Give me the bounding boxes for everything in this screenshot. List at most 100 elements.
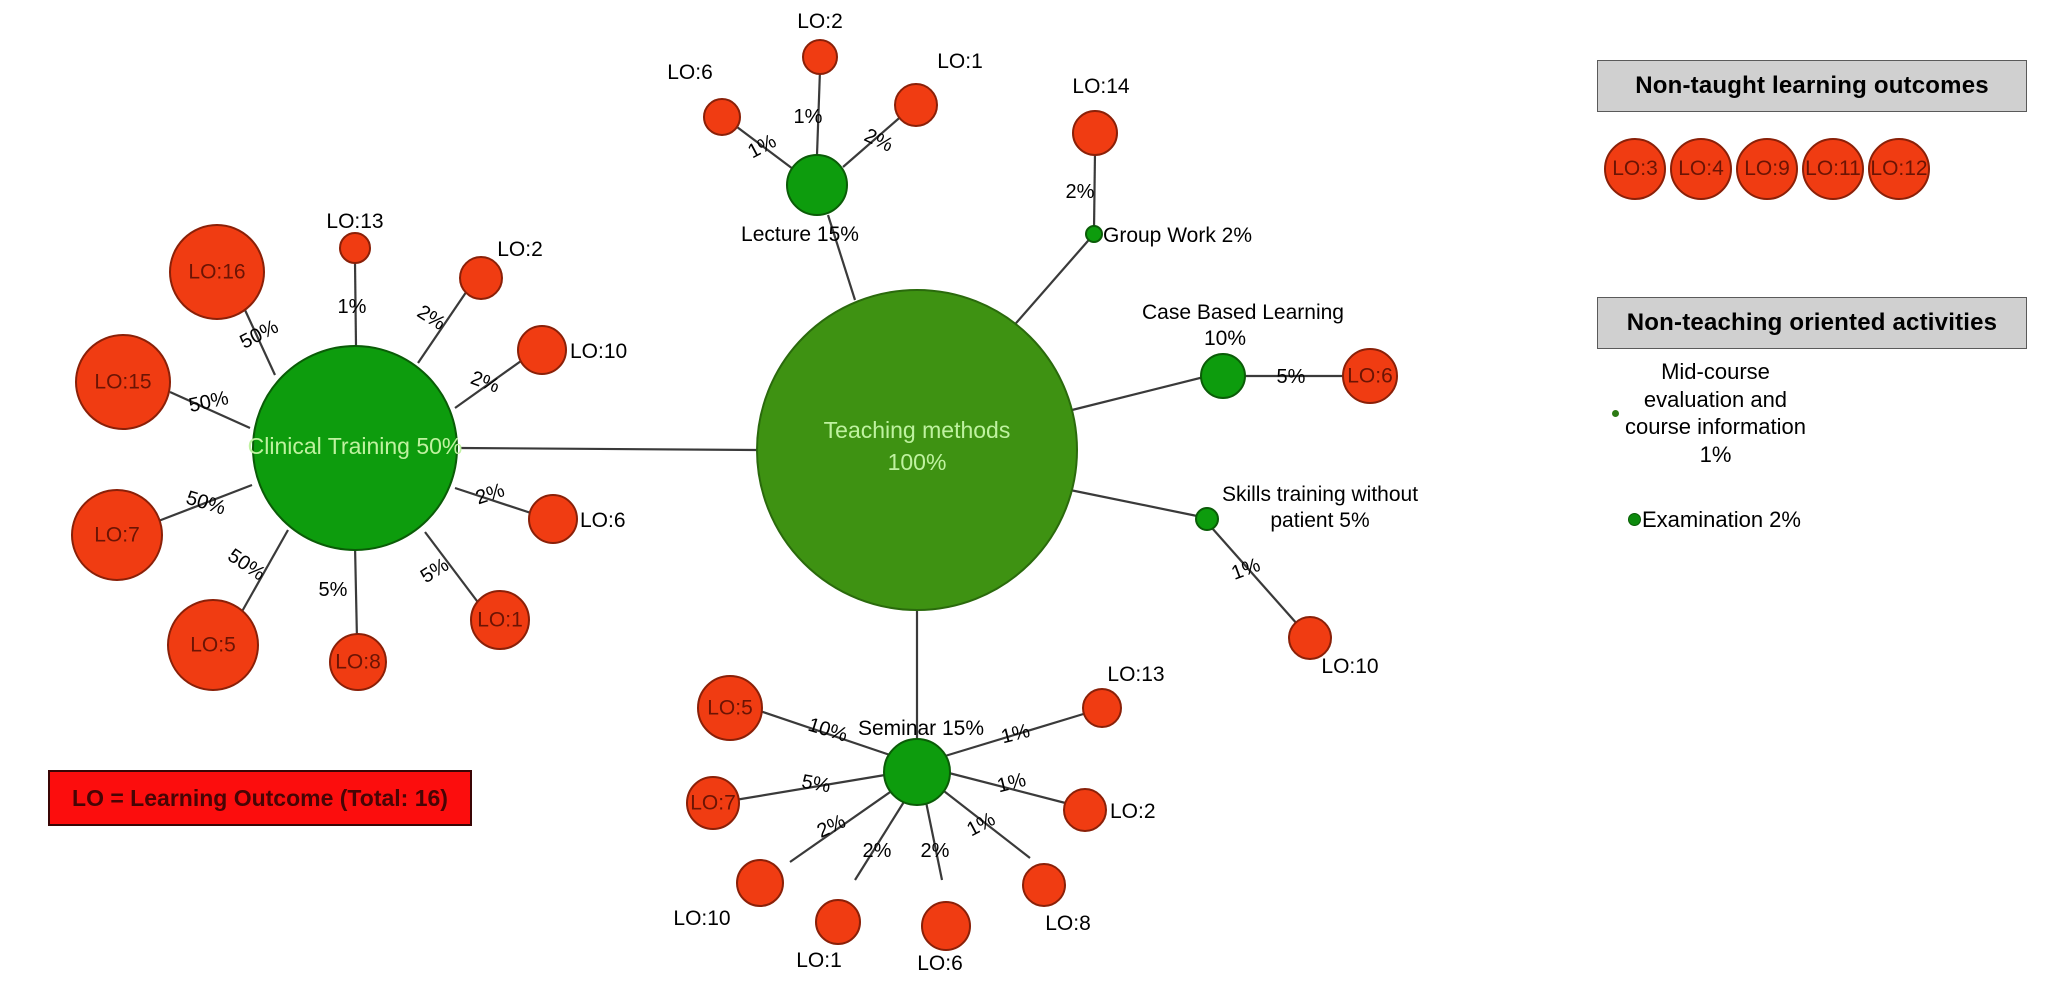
edge-label-clinical-lo2: 2%	[413, 301, 449, 335]
lo-node-seminar-lo5-label: LO:5	[707, 697, 753, 720]
lo-node-seminar-lo1-circle[interactable]	[815, 899, 861, 945]
lo-node-casebased-lo6-label: LO:6	[1347, 365, 1393, 388]
lo-node-seminar-lo10[interactable]: LO:10	[673, 859, 784, 930]
lo-node-seminar-lo5[interactable]: LO:5	[697, 675, 763, 741]
non-taught-lo-chip[interactable]: LO:9	[1736, 138, 1798, 200]
lo-node-clinical-lo15[interactable]: LO:15	[75, 334, 171, 430]
node-case-based-learning-label-line2: 10%	[1204, 327, 1246, 350]
non-taught-lo-chip[interactable]: LO:3	[1604, 138, 1666, 200]
lo-node-lecture-lo6[interactable]: LO:6	[667, 61, 741, 136]
lo-node-clinical-lo1[interactable]: LO:1	[470, 590, 530, 650]
edge-center-lecture	[826, 214, 857, 301]
lo-node-clinical-lo8[interactable]: LO:8	[329, 633, 387, 691]
non-taught-lo-chip[interactable]: LO:11	[1802, 138, 1864, 200]
node-lecture[interactable]: Lecture 15%	[741, 154, 859, 246]
non-taught-lo-chip[interactable]: LO:12	[1868, 138, 1930, 200]
node-teaching-methods-circle[interactable]	[756, 289, 1078, 611]
edge-lecture-lo2	[815, 69, 822, 156]
lo-node-lecture-lo1-circle[interactable]	[894, 83, 938, 127]
edge-label-seminar-lo5: 10%	[805, 714, 850, 747]
lo-node-lecture-lo6-circle[interactable]	[703, 98, 741, 136]
lo-node-seminar-lo13-circle[interactable]	[1082, 688, 1122, 728]
lo-node-lecture-lo2[interactable]: LO:2	[797, 10, 843, 75]
node-group-work-circle[interactable]	[1085, 225, 1103, 243]
edge-label-clinical-lo1: 5%	[417, 554, 453, 588]
edge-center-skills	[1069, 488, 1203, 519]
node-teaching-methods[interactable]: Teaching methods 100%	[756, 289, 1078, 611]
edge-seminar-lo1	[854, 796, 908, 881]
lo-node-seminar-lo2[interactable]: LO:2	[1063, 788, 1156, 832]
node-seminar-circle[interactable]	[883, 738, 951, 806]
lo-node-clinical-lo2[interactable]: LO:2	[459, 238, 543, 300]
lo-node-clinical-lo10-circle[interactable]	[517, 325, 567, 375]
lo-node-groupwork-lo14-circle[interactable]	[1072, 110, 1118, 156]
node-case-based-learning[interactable]: Case Based Learning 10%	[1142, 301, 1344, 399]
lo-node-clinical-lo15-circle[interactable]	[75, 334, 171, 430]
lo-node-seminar-lo8-label: LO:8	[1045, 912, 1091, 935]
lo-node-seminar-lo10-circle[interactable]	[736, 859, 784, 907]
node-group-work[interactable]: Group Work 2%	[1085, 224, 1252, 247]
lo-node-clinical-lo8-circle[interactable]	[329, 633, 387, 691]
activity-examination[interactable]: Examination 2%	[1628, 506, 1801, 534]
lo-node-seminar-lo5-circle[interactable]	[697, 675, 763, 741]
edge-clinical-lo15	[169, 390, 251, 430]
lo-node-clinical-lo16-circle[interactable]	[169, 224, 265, 320]
edge-label-clinical-lo7: 50%	[183, 487, 228, 520]
lo-node-clinical-lo16[interactable]: LO:16	[169, 224, 265, 320]
lo-node-seminar-lo8[interactable]: LO:8	[1022, 863, 1091, 935]
node-case-based-learning-circle[interactable]	[1200, 353, 1246, 399]
lo-node-clinical-lo1-circle[interactable]	[470, 590, 530, 650]
lo-node-clinical-lo6-circle[interactable]	[528, 494, 578, 544]
lo-node-clinical-lo2-circle[interactable]	[459, 256, 503, 300]
edge-clinical-lo8	[353, 544, 359, 641]
edge-clinical-lo10	[454, 355, 529, 409]
lo-node-clinical-lo5[interactable]: LO:5	[167, 599, 259, 691]
node-skills-training-circle[interactable]	[1195, 507, 1219, 531]
node-clinical-training-circle[interactable]	[252, 345, 458, 551]
lo-node-clinical-lo13-circle[interactable]	[339, 232, 371, 264]
lo-node-clinical-lo10[interactable]: LO:10	[517, 325, 627, 375]
non-taught-lo-list: LO:3 LO:4 LO:9 LO:11 LO:12	[1604, 138, 2024, 200]
lo-node-skills-lo10[interactable]: LO:10	[1288, 616, 1379, 678]
lo-node-seminar-lo2-circle[interactable]	[1063, 788, 1107, 832]
activity-mid-course-evaluation-label: Mid-course evaluation and course informa…	[1625, 358, 1806, 468]
lo-node-skills-lo10-circle[interactable]	[1288, 616, 1332, 660]
edge-center-casebased	[1071, 374, 1209, 412]
edge-lecture-lo1	[842, 112, 906, 168]
lo-node-casebased-lo6-circle[interactable]	[1342, 348, 1398, 404]
lo-node-seminar-lo7-circle[interactable]	[686, 776, 740, 830]
activity-mid-course-evaluation[interactable]: Mid-course evaluation and course informa…	[1612, 358, 1806, 468]
non-taught-lo-chip[interactable]: LO:4	[1670, 138, 1732, 200]
non-teaching-activities-list: Mid-course evaluation and course informa…	[1600, 358, 2030, 548]
node-lecture-label: Lecture 15%	[741, 223, 859, 246]
lo-node-seminar-lo6-circle[interactable]	[921, 901, 971, 951]
lo-node-seminar-lo8-circle[interactable]	[1022, 863, 1066, 907]
lo-node-clinical-lo5-circle[interactable]	[167, 599, 259, 691]
lo-node-clinical-lo6[interactable]: LO:6	[528, 494, 626, 544]
edge-label-clinical-lo15: 50%	[187, 387, 231, 417]
lo-node-seminar-lo6[interactable]: LO:6	[917, 901, 971, 975]
edge-label-seminar-lo13: 1%	[999, 720, 1033, 748]
node-clinical-training[interactable]: Clinical Training 50%	[248, 345, 463, 551]
lo-node-clinical-lo7-circle[interactable]	[71, 489, 163, 581]
lo-node-seminar-lo7[interactable]: LO:7	[686, 776, 740, 830]
lo-node-lecture-lo1[interactable]: LO:1	[894, 50, 983, 127]
lo-node-clinical-lo13[interactable]: LO:13	[326, 210, 384, 264]
lo-node-lecture-lo2-label: LO:2	[797, 10, 843, 33]
lo-node-clinical-lo7[interactable]: LO:7	[71, 489, 163, 581]
lo-node-seminar-lo1[interactable]: LO:1	[796, 899, 861, 972]
activity-line2: evaluation and	[1643, 386, 1788, 412]
edge-label-clinical-lo10: 2%	[468, 367, 503, 398]
node-seminar[interactable]: Seminar 15%	[858, 717, 984, 806]
activity-line1: Mid-course	[1661, 359, 1770, 384]
lo-node-casebased-lo6[interactable]: LO:6	[1342, 348, 1398, 404]
lo-node-clinical-lo16-label: LO:16	[188, 261, 245, 284]
lo-node-lecture-lo2-circle[interactable]	[802, 39, 838, 75]
edge-label-clinical-lo13: 1%	[338, 296, 367, 318]
node-lecture-circle[interactable]	[786, 154, 848, 216]
lo-node-groupwork-lo14[interactable]: LO:14	[1072, 75, 1130, 156]
lo-node-seminar-lo13[interactable]: LO:13	[1082, 663, 1165, 728]
node-skills-training[interactable]: Skills training without patient 5%	[1195, 483, 1418, 532]
